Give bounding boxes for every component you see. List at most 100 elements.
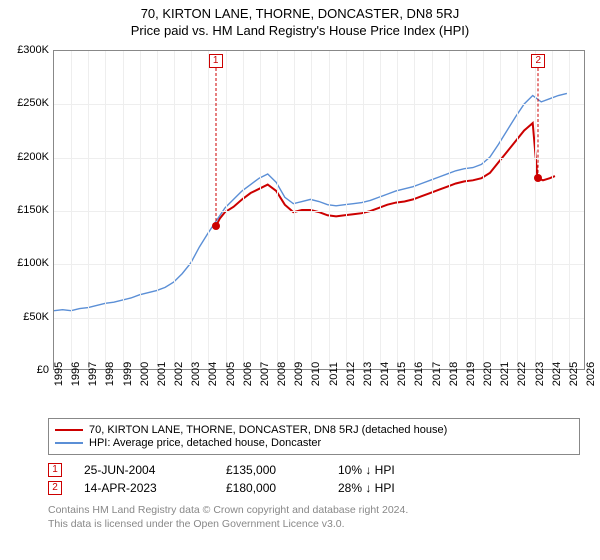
x-gridline xyxy=(517,51,518,369)
y-axis-label: £300K xyxy=(3,44,49,56)
x-gridline xyxy=(466,51,467,369)
x-axis-label: 2020 xyxy=(482,362,494,386)
legend-swatch xyxy=(55,442,83,444)
x-axis-label: 2005 xyxy=(225,362,237,386)
x-axis-label: 2019 xyxy=(465,362,477,386)
x-gridline xyxy=(140,51,141,369)
marker-dot-2 xyxy=(534,174,542,182)
legend: 70, KIRTON LANE, THORNE, DONCASTER, DN8 … xyxy=(48,418,580,455)
x-gridline xyxy=(243,51,244,369)
transaction-price: £135,000 xyxy=(226,463,316,477)
x-gridline xyxy=(432,51,433,369)
title-sub: Price paid vs. HM Land Registry's House … xyxy=(0,23,600,38)
x-axis-label: 1998 xyxy=(104,362,116,386)
x-axis-label: 2007 xyxy=(259,362,271,386)
transaction-badge: 1 xyxy=(48,463,62,477)
y-gridline xyxy=(54,104,584,105)
x-axis-label: 1995 xyxy=(53,362,65,386)
marker-dot-1 xyxy=(212,222,220,230)
transaction-pct: 28% ↓ HPI xyxy=(338,481,458,495)
transaction-row: 1 25-JUN-2004 £135,000 10% ↓ HPI xyxy=(48,463,580,477)
transaction-date: 14-APR-2023 xyxy=(84,481,204,495)
x-gridline xyxy=(71,51,72,369)
transaction-pct: 10% ↓ HPI xyxy=(338,463,458,477)
y-axis-label: £0 xyxy=(3,364,49,376)
x-axis-label: 2010 xyxy=(310,362,322,386)
x-axis-label: 2026 xyxy=(585,362,597,386)
x-axis-label: 2022 xyxy=(516,362,528,386)
marker-badge-1: 1 xyxy=(209,54,223,68)
x-axis-label: 2016 xyxy=(413,362,425,386)
x-axis-label: 2002 xyxy=(173,362,185,386)
x-axis-label: 2017 xyxy=(431,362,443,386)
x-gridline xyxy=(380,51,381,369)
x-gridline xyxy=(397,51,398,369)
transactions-table: 125-JUN-2004£135,00010% ↓ HPI214-APR-202… xyxy=(48,463,580,495)
footer-line2: This data is licensed under the Open Gov… xyxy=(48,517,580,531)
transaction-row: 214-APR-2023£180,00028% ↓ HPI xyxy=(48,481,580,495)
y-gridline xyxy=(54,158,584,159)
legend-item: 70, KIRTON LANE, THORNE, DONCASTER, DN8 … xyxy=(55,424,573,436)
transaction-price: £180,000 xyxy=(226,481,316,495)
plot-area xyxy=(53,50,585,370)
transaction-date: 25-JUN-2004 xyxy=(84,463,204,477)
x-gridline xyxy=(226,51,227,369)
x-gridline xyxy=(123,51,124,369)
x-gridline xyxy=(346,51,347,369)
x-axis-label: 2003 xyxy=(190,362,202,386)
x-gridline xyxy=(260,51,261,369)
x-gridline xyxy=(174,51,175,369)
x-axis-label: 2013 xyxy=(362,362,374,386)
y-gridline xyxy=(54,211,584,212)
y-axis-label: £100K xyxy=(3,257,49,269)
legend-swatch xyxy=(55,429,83,431)
x-gridline xyxy=(552,51,553,369)
x-gridline xyxy=(449,51,450,369)
x-gridline xyxy=(329,51,330,369)
x-gridline xyxy=(500,51,501,369)
marker-stem-2 xyxy=(538,68,539,178)
x-gridline xyxy=(483,51,484,369)
y-axis-label: £250K xyxy=(3,97,49,109)
x-axis-label: 2008 xyxy=(276,362,288,386)
x-axis-label: 2014 xyxy=(379,362,391,386)
x-axis-label: 2009 xyxy=(293,362,305,386)
y-axis-label: £50K xyxy=(3,311,49,323)
x-gridline xyxy=(88,51,89,369)
title-main: 70, KIRTON LANE, THORNE, DONCASTER, DN8 … xyxy=(0,6,600,21)
x-axis-label: 1999 xyxy=(122,362,134,386)
chart-svg xyxy=(54,51,584,369)
x-axis-label: 2000 xyxy=(139,362,151,386)
x-axis-label: 2024 xyxy=(551,362,563,386)
x-axis-label: 2018 xyxy=(448,362,460,386)
x-gridline xyxy=(535,51,536,369)
y-gridline xyxy=(54,264,584,265)
x-gridline xyxy=(311,51,312,369)
x-gridline xyxy=(105,51,106,369)
x-axis-label: 2025 xyxy=(568,362,580,386)
x-axis-label: 1997 xyxy=(87,362,99,386)
legend-item: HPI: Average price, detached house, Donc… xyxy=(55,437,573,449)
x-axis-label: 2021 xyxy=(499,362,511,386)
x-gridline xyxy=(569,51,570,369)
x-axis-label: 2015 xyxy=(396,362,408,386)
price-chart: £0£50K£100K£150K£200K£250K£300K199519961… xyxy=(5,44,595,414)
x-axis-label: 2004 xyxy=(207,362,219,386)
x-gridline xyxy=(414,51,415,369)
x-gridline xyxy=(277,51,278,369)
x-axis-label: 2011 xyxy=(328,362,340,386)
footer: Contains HM Land Registry data © Crown c… xyxy=(48,503,580,531)
y-gridline xyxy=(54,318,584,319)
x-gridline xyxy=(363,51,364,369)
marker-badge-2: 2 xyxy=(531,54,545,68)
x-axis-label: 2023 xyxy=(534,362,546,386)
x-gridline xyxy=(191,51,192,369)
x-gridline xyxy=(157,51,158,369)
legend-label: 70, KIRTON LANE, THORNE, DONCASTER, DN8 … xyxy=(89,424,447,436)
x-gridline xyxy=(294,51,295,369)
x-axis-label: 2012 xyxy=(345,362,357,386)
y-axis-label: £200K xyxy=(3,151,49,163)
footer-line1: Contains HM Land Registry data © Crown c… xyxy=(48,503,580,517)
legend-label: HPI: Average price, detached house, Donc… xyxy=(89,437,321,449)
x-axis-label: 2006 xyxy=(242,362,254,386)
